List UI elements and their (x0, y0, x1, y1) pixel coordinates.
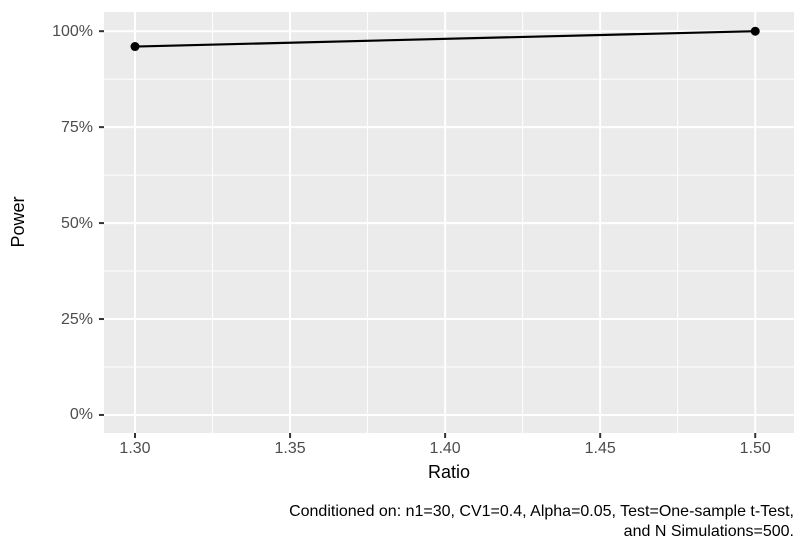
x-tick-label: 1.40 (429, 440, 461, 457)
y-tick-label: 0% (69, 406, 93, 424)
caption-line-1: Conditioned on: n1=30, CV1=0.4, Alpha=0.… (289, 503, 794, 520)
x-tick-label: 1.50 (739, 440, 771, 457)
x-axis-title: Ratio (427, 462, 471, 482)
x-tick-label: 1.30 (119, 440, 151, 457)
caption: Conditioned on: n1=30, CV1=0.4, Alpha=0.… (289, 502, 794, 542)
x-tick-label: 1.35 (274, 440, 306, 457)
caption-line-2: and N Simulations=500. (623, 523, 794, 540)
plot-area-svg (99, 12, 794, 438)
y-tick-label: 25% (60, 310, 93, 328)
x-tick-label: 1.45 (584, 440, 616, 457)
data-line (134, 30, 756, 48)
data-point (130, 42, 140, 52)
y-tick-label: 75% (60, 118, 93, 136)
y-tick-label: 50% (60, 214, 93, 232)
data-point (750, 26, 760, 36)
y-tick-label: 100% (52, 22, 93, 40)
